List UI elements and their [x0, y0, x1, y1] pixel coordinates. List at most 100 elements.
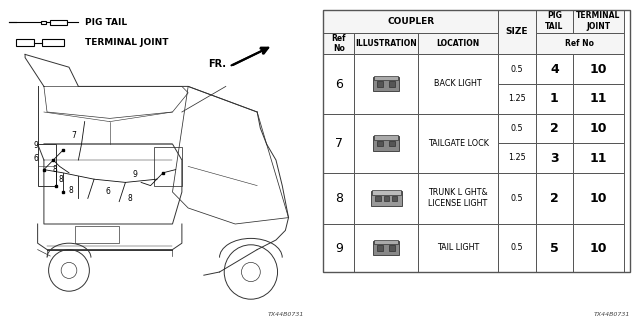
- Text: 8: 8: [68, 186, 73, 195]
- FancyBboxPatch shape: [373, 76, 399, 91]
- Text: Ref
No: Ref No: [332, 34, 346, 53]
- Bar: [573, 84, 623, 114]
- Bar: [355, 33, 418, 54]
- Text: 10: 10: [589, 122, 607, 135]
- Bar: [498, 143, 536, 173]
- Text: 7: 7: [71, 132, 76, 140]
- Text: TAIL LIGHT: TAIL LIGHT: [437, 244, 479, 252]
- Text: 10: 10: [589, 192, 607, 205]
- Bar: [573, 10, 623, 33]
- Bar: [536, 10, 573, 33]
- Bar: [323, 224, 355, 272]
- Bar: [418, 224, 498, 272]
- Text: 1.25: 1.25: [508, 94, 525, 103]
- Bar: [16, 39, 35, 46]
- Text: 4: 4: [550, 63, 559, 76]
- Bar: [418, 33, 498, 54]
- Text: 3: 3: [550, 151, 559, 164]
- Bar: [355, 224, 418, 272]
- Bar: [355, 173, 418, 224]
- Bar: [389, 245, 395, 251]
- Bar: [376, 196, 381, 201]
- Bar: [573, 173, 623, 224]
- Bar: [76, 226, 119, 243]
- Text: TAILGATE LOCK: TAILGATE LOCK: [428, 139, 488, 148]
- Text: 9: 9: [335, 242, 343, 254]
- Bar: [323, 173, 355, 224]
- Text: PIG TAIL: PIG TAIL: [84, 18, 127, 27]
- Bar: [536, 54, 573, 84]
- Text: Ref No: Ref No: [565, 39, 594, 48]
- Text: BACK LIGHT: BACK LIGHT: [434, 79, 482, 89]
- Bar: [536, 224, 573, 272]
- Bar: [323, 33, 355, 54]
- Bar: [389, 81, 395, 86]
- Bar: [383, 196, 389, 201]
- Text: TRUNK L GHT&
LICENSE LIGHT: TRUNK L GHT& LICENSE LIGHT: [428, 188, 488, 208]
- Text: 0.5: 0.5: [511, 244, 523, 252]
- Bar: [378, 140, 383, 146]
- Bar: [323, 54, 355, 114]
- Text: PIG
TAIL: PIG TAIL: [545, 12, 563, 31]
- Text: 7: 7: [335, 137, 343, 150]
- Bar: [498, 84, 536, 114]
- Bar: [418, 173, 498, 224]
- Bar: [536, 173, 573, 224]
- Bar: [355, 114, 418, 173]
- Text: 2: 2: [550, 192, 559, 205]
- Text: SIZE: SIZE: [506, 28, 528, 36]
- Bar: [389, 140, 395, 146]
- Text: 0.5: 0.5: [511, 124, 523, 133]
- Text: COUPLER: COUPLER: [387, 17, 435, 26]
- Text: 9: 9: [132, 170, 138, 179]
- Text: 8: 8: [59, 175, 63, 184]
- Text: 2: 2: [550, 122, 559, 135]
- Bar: [573, 54, 623, 84]
- Text: 11: 11: [589, 92, 607, 105]
- Bar: [418, 54, 498, 114]
- Text: FR.: FR.: [208, 59, 226, 69]
- Bar: [573, 114, 623, 143]
- Text: 6: 6: [106, 188, 111, 196]
- Bar: [374, 135, 399, 140]
- Text: TERMINAL JOINT: TERMINAL JOINT: [84, 38, 168, 47]
- Bar: [498, 224, 536, 272]
- Text: 0.5: 0.5: [511, 194, 523, 203]
- Bar: [374, 240, 399, 244]
- Text: TX44B0731: TX44B0731: [594, 312, 630, 317]
- Bar: [154, 147, 182, 186]
- Text: TX44B0731: TX44B0731: [268, 312, 304, 317]
- Bar: [372, 190, 401, 195]
- Bar: [323, 10, 498, 33]
- Text: 8: 8: [128, 194, 132, 203]
- Bar: [536, 114, 573, 143]
- Text: 1: 1: [550, 92, 559, 105]
- Bar: [374, 76, 399, 80]
- Bar: [498, 114, 536, 143]
- Text: 10: 10: [589, 242, 607, 254]
- Text: 0.5: 0.5: [511, 65, 523, 74]
- Bar: [323, 10, 630, 272]
- FancyBboxPatch shape: [371, 191, 401, 206]
- Bar: [573, 143, 623, 173]
- Text: 11: 11: [589, 151, 607, 164]
- Bar: [573, 224, 623, 272]
- Text: 10: 10: [589, 63, 607, 76]
- Bar: [498, 173, 536, 224]
- Bar: [323, 114, 355, 173]
- Text: ILLUSTRATION: ILLUSTRATION: [355, 39, 417, 48]
- Text: 6: 6: [34, 154, 38, 163]
- Text: 8: 8: [52, 165, 57, 174]
- FancyBboxPatch shape: [373, 136, 399, 151]
- Bar: [42, 39, 64, 46]
- Bar: [38, 144, 56, 186]
- Text: 6: 6: [335, 77, 343, 91]
- Bar: [392, 196, 397, 201]
- Bar: [498, 10, 536, 54]
- Bar: [378, 245, 383, 251]
- Bar: [418, 114, 498, 173]
- Text: 8: 8: [335, 192, 343, 205]
- Text: 5: 5: [550, 242, 559, 254]
- Bar: [498, 54, 536, 84]
- Text: LOCATION: LOCATION: [436, 39, 479, 48]
